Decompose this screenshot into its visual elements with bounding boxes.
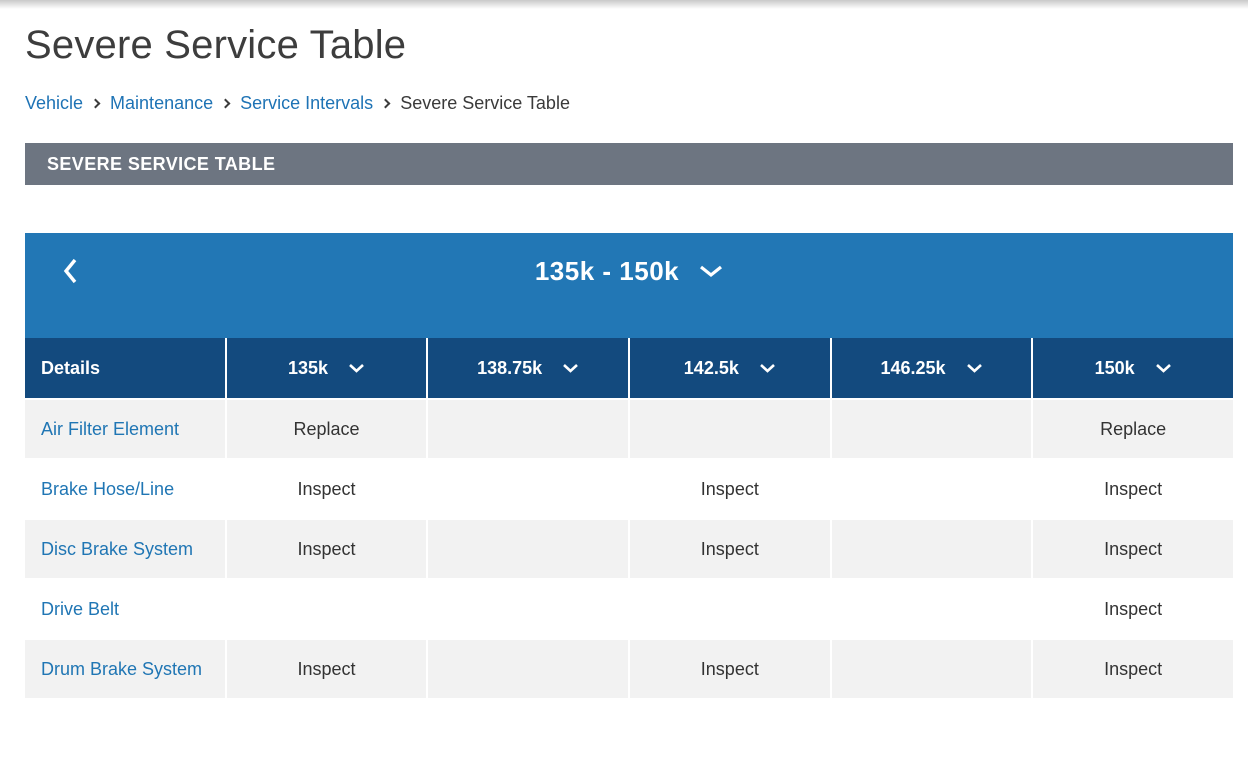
service-item-link[interactable]: Drive Belt: [41, 599, 120, 619]
column-header-label: 146.25k: [880, 357, 946, 378]
severe-service-table: 135k - 150k Details 135k 138.75k: [25, 233, 1233, 698]
chevron-right-icon: [380, 98, 391, 109]
table-cell: Air Filter Element: [25, 400, 225, 458]
table-cell: [428, 520, 628, 578]
column-header-146-25k[interactable]: 146.25k: [831, 338, 1032, 398]
table-cell: Drive Belt: [25, 580, 225, 638]
breadcrumb: Vehicle Maintenance Service Intervals Se…: [25, 93, 1233, 114]
table-cell: [428, 460, 628, 518]
column-header-135k[interactable]: 135k: [226, 338, 427, 398]
column-header-label: 150k: [1094, 357, 1135, 378]
range-selector[interactable]: 135k - 150k: [535, 256, 723, 287]
table-cell: Drum Brake System: [25, 640, 225, 698]
table-range-header: 135k - 150k: [25, 233, 1233, 338]
chevron-down-icon: [348, 363, 365, 373]
table-cell: [428, 640, 628, 698]
column-header-label: 142.5k: [683, 357, 739, 378]
table-body: Air Filter Element Replace Replace Brake…: [25, 400, 1233, 698]
service-item-link[interactable]: Disc Brake System: [41, 539, 194, 559]
service-item-link[interactable]: Air Filter Element: [41, 419, 180, 439]
table-cell: Replace: [226, 400, 427, 458]
table-cell: Inspect: [630, 460, 830, 518]
table-cell: Inspect: [1033, 640, 1233, 698]
table-cell: Inspect: [1033, 580, 1233, 638]
column-header-label: 135k: [287, 357, 329, 378]
table-cell: Replace: [1033, 400, 1233, 458]
table-cell: [630, 400, 830, 458]
column-header-row: Details 135k 138.75k 142.5k 146: [25, 338, 1233, 398]
breadcrumb-current: Severe Service Table: [400, 93, 570, 113]
table-cell: [428, 400, 628, 458]
column-header-label: 138.75k: [477, 357, 543, 378]
page-container: Severe Service Table Vehicle Maintenance…: [25, 23, 1233, 698]
table-cell: [630, 580, 830, 638]
chevron-down-icon: [699, 265, 723, 278]
section-header-bar: SEVERE SERVICE TABLE: [25, 143, 1233, 185]
chevron-down-icon: [562, 363, 579, 373]
chevron-right-icon: [220, 98, 231, 109]
page-title: Severe Service Table: [25, 23, 407, 67]
table-cell: Inspect: [1033, 520, 1233, 578]
chevron-down-icon: [1155, 363, 1172, 373]
column-header-details: Details: [25, 338, 225, 398]
table-cell: [428, 580, 628, 638]
column-header-150k[interactable]: 150k: [1033, 338, 1233, 398]
table-cell: [831, 460, 1032, 518]
table-cell: Inspect: [226, 640, 427, 698]
table-cell: [831, 640, 1032, 698]
table-cell: [831, 520, 1032, 578]
table-cell: Inspect: [630, 520, 830, 578]
table-cell: Inspect: [226, 520, 427, 578]
breadcrumb-link-vehicle[interactable]: Vehicle: [25, 93, 84, 113]
table-cell: Brake Hose/Line: [25, 460, 225, 518]
chevron-down-icon: [759, 363, 776, 373]
chevron-right-icon: [90, 98, 101, 109]
column-header-142-5k[interactable]: 142.5k: [630, 338, 830, 398]
top-scroll-shadow: [0, 0, 1248, 9]
previous-range-button[interactable]: [63, 249, 77, 293]
table-cell: Disc Brake System: [25, 520, 225, 578]
table-cell: Inspect: [630, 640, 830, 698]
column-header-138-75k[interactable]: 138.75k: [428, 338, 628, 398]
table-cell: [831, 400, 1032, 458]
table-cell: [226, 580, 427, 638]
chevron-left-icon: [63, 258, 77, 284]
range-header-row: 135k - 150k: [25, 249, 1233, 293]
breadcrumb-link-service-intervals[interactable]: Service Intervals: [240, 93, 374, 113]
service-item-link[interactable]: Brake Hose/Line: [41, 479, 175, 499]
table-cell: [831, 580, 1032, 638]
range-selector-label: 135k - 150k: [534, 255, 680, 286]
chevron-down-icon: [966, 363, 983, 373]
table-cell: Inspect: [1033, 460, 1233, 518]
service-item-link[interactable]: Drum Brake System: [41, 659, 203, 679]
breadcrumb-link-maintenance[interactable]: Maintenance: [110, 93, 214, 113]
table-cell: Inspect: [226, 460, 427, 518]
